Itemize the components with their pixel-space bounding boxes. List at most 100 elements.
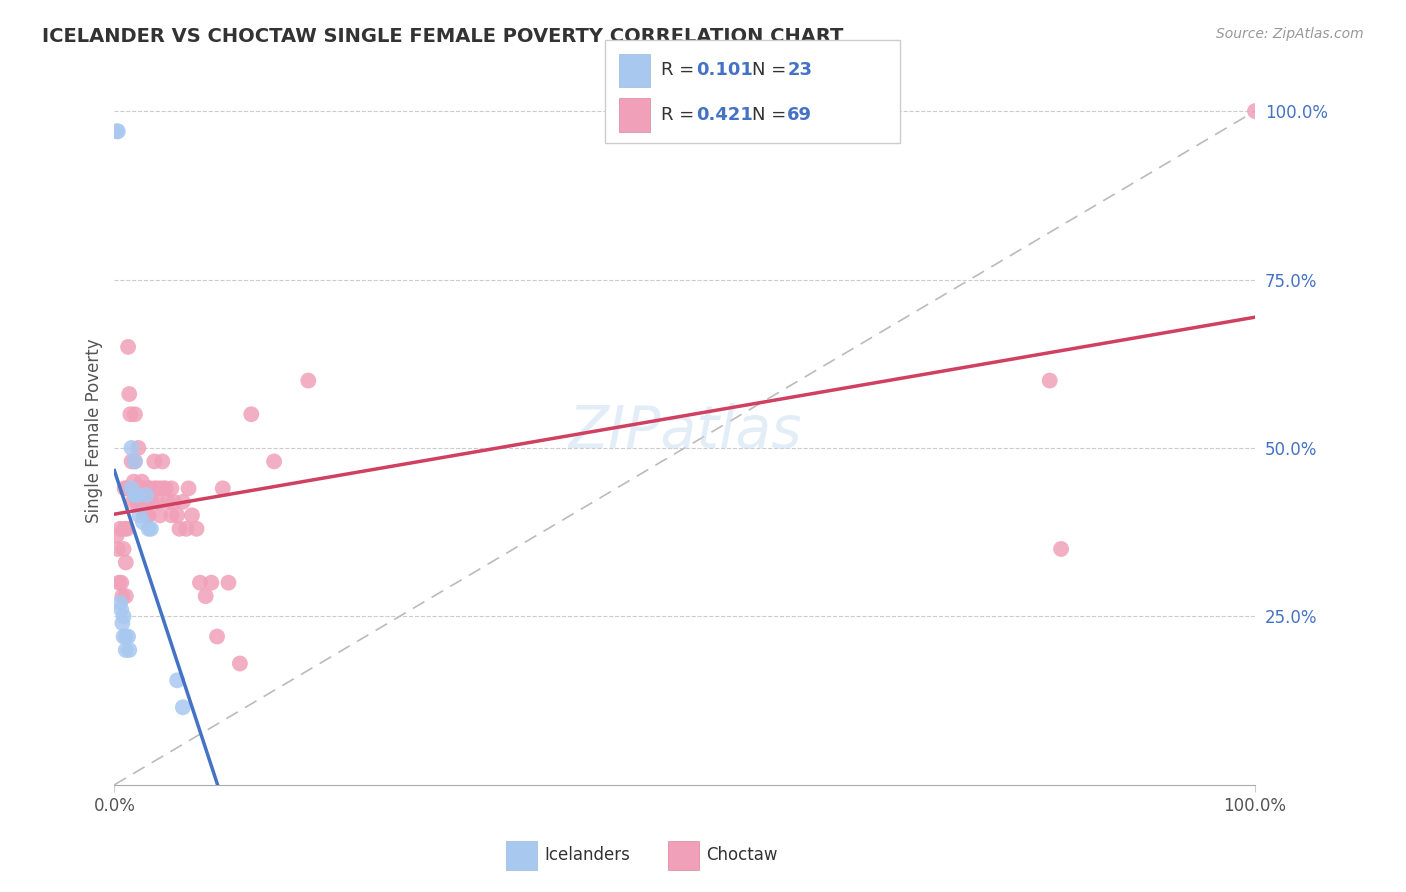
Point (135, 481, 157, 495)
Point (152, 481, 174, 495)
Point (155, 481, 177, 495)
Point (114, 589, 136, 603)
Point (107, 124, 129, 138)
Point (205, 630, 228, 644)
Point (135, 508, 157, 523)
Point (121, 441, 143, 455)
Point (127, 495, 149, 509)
Point (121, 495, 143, 509)
Point (128, 508, 150, 523)
Point (139, 522, 162, 536)
Point (105, 124, 128, 138)
Y-axis label: Single Female Poverty: Single Female Poverty (86, 339, 103, 524)
Point (111, 589, 134, 603)
Point (114, 630, 136, 644)
Point (141, 495, 163, 509)
Point (139, 481, 162, 495)
Text: Choctaw: Choctaw (706, 847, 778, 864)
Point (129, 495, 152, 509)
Point (132, 515, 155, 529)
Point (166, 508, 188, 523)
Text: Source: ZipAtlas.com: Source: ZipAtlas.com (1216, 27, 1364, 41)
Point (200, 575, 222, 590)
Point (186, 522, 208, 536)
Point (110, 575, 132, 590)
Point (194, 589, 217, 603)
Point (112, 541, 135, 556)
Point (240, 407, 263, 421)
Point (149, 481, 172, 495)
Point (105, 528, 128, 542)
Point (127, 488, 149, 502)
Point (172, 495, 194, 509)
Point (132, 481, 155, 495)
Text: 0.421: 0.421 (696, 106, 752, 124)
Point (229, 657, 252, 671)
Text: 23: 23 (787, 62, 813, 79)
Point (108, 596, 131, 610)
Point (135, 488, 157, 502)
Point (124, 488, 146, 502)
Point (138, 522, 160, 536)
Point (169, 522, 191, 536)
Text: R =: R = (661, 62, 700, 79)
Point (174, 522, 197, 536)
Point (163, 495, 186, 509)
Text: N =: N = (752, 106, 792, 124)
Point (188, 575, 211, 590)
Point (112, 630, 135, 644)
Point (108, 522, 131, 536)
Text: ZIPatlas: ZIPatlas (568, 402, 801, 459)
Point (1244, 104, 1267, 119)
Point (117, 340, 139, 354)
Point (114, 556, 136, 570)
Point (138, 508, 160, 523)
Point (115, 522, 138, 536)
Point (132, 508, 155, 523)
Text: 69: 69 (787, 106, 813, 124)
Text: N =: N = (752, 62, 792, 79)
Point (124, 454, 146, 468)
Point (125, 481, 148, 495)
Point (157, 495, 180, 509)
Point (181, 508, 204, 523)
Point (122, 475, 145, 489)
Point (124, 407, 146, 421)
Point (150, 454, 173, 468)
Point (112, 609, 135, 624)
Point (114, 522, 136, 536)
Point (145, 481, 167, 495)
Point (128, 481, 150, 495)
Point (143, 481, 166, 495)
Point (110, 602, 132, 616)
Point (114, 643, 136, 657)
Point (211, 481, 233, 495)
Point (217, 575, 239, 590)
Point (139, 495, 162, 509)
Point (263, 454, 285, 468)
Point (166, 673, 188, 688)
Point (108, 575, 131, 590)
Point (131, 475, 153, 489)
Point (149, 508, 172, 523)
Point (1039, 374, 1062, 388)
Point (146, 495, 169, 509)
Point (121, 454, 143, 468)
Point (118, 643, 141, 657)
Point (121, 481, 143, 495)
Text: ICELANDER VS CHOCTAW SINGLE FEMALE POVERTY CORRELATION CHART: ICELANDER VS CHOCTAW SINGLE FEMALE POVER… (42, 27, 844, 45)
Point (160, 481, 183, 495)
Point (107, 541, 129, 556)
Point (177, 481, 200, 495)
Point (160, 508, 183, 523)
Point (297, 374, 319, 388)
Point (143, 454, 166, 468)
Point (118, 387, 141, 401)
Point (111, 616, 134, 631)
Point (138, 481, 160, 495)
Text: Icelanders: Icelanders (544, 847, 630, 864)
Point (115, 481, 138, 495)
Point (127, 441, 149, 455)
Point (114, 481, 136, 495)
Point (117, 630, 139, 644)
